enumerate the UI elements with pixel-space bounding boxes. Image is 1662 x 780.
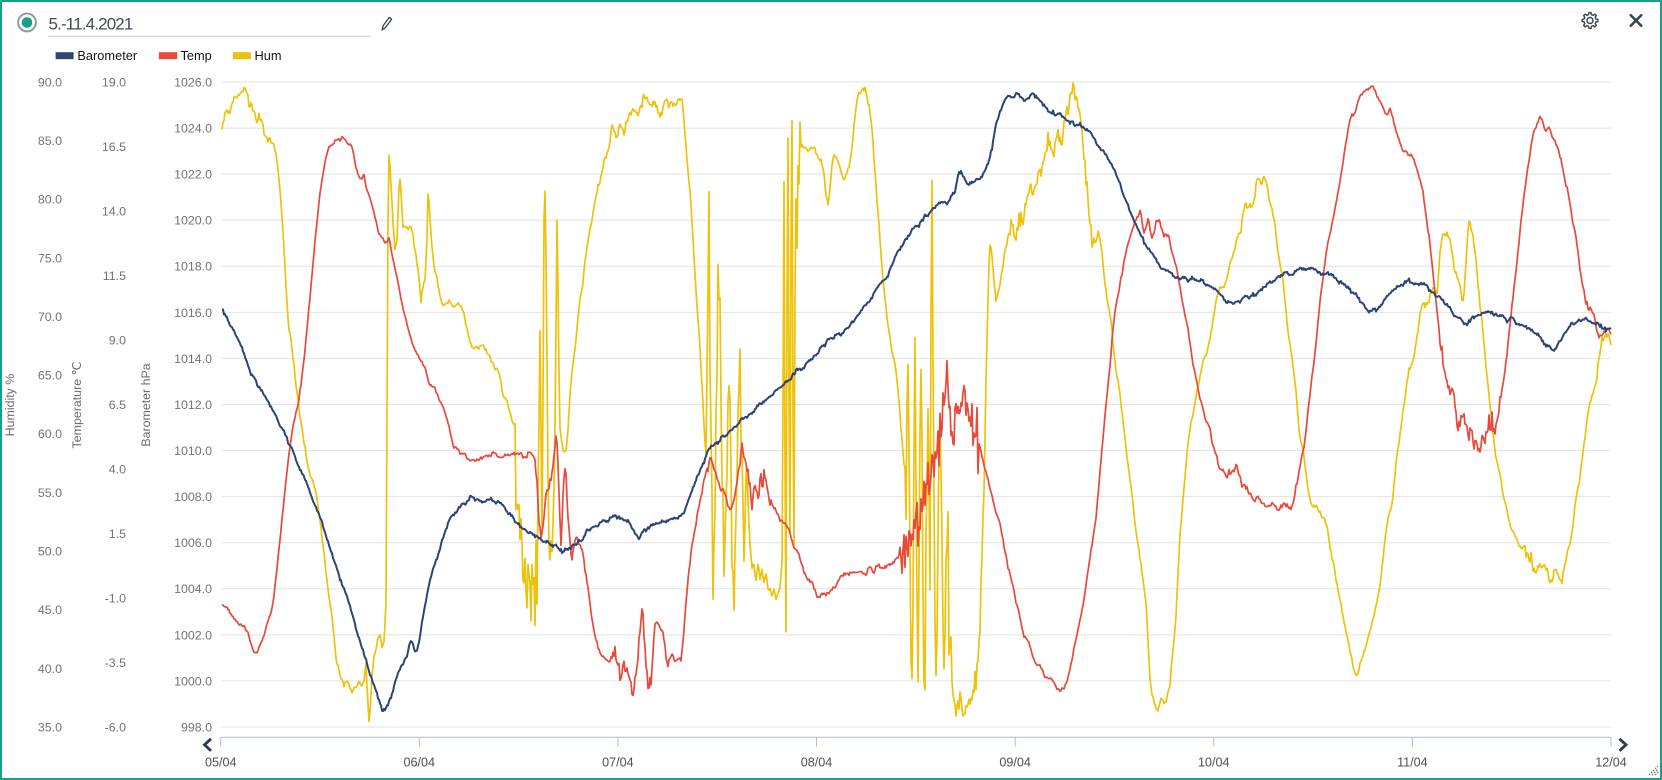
svg-text:998.0: 998.0: [181, 720, 212, 734]
svg-text:11.5: 11.5: [103, 269, 126, 283]
svg-text:45.0: 45.0: [38, 603, 62, 617]
svg-text:9.0: 9.0: [109, 333, 126, 347]
svg-text:1.5: 1.5: [109, 527, 126, 541]
svg-text:07/04: 07/04: [602, 756, 634, 770]
svg-text:1022.0: 1022.0: [174, 168, 212, 182]
svg-text:65.0: 65.0: [38, 369, 62, 383]
svg-text:75.0: 75.0: [38, 251, 62, 265]
svg-text:1012.0: 1012.0: [174, 398, 212, 412]
svg-text:16.5: 16.5: [102, 140, 126, 154]
svg-text:Barometer: Barometer: [77, 48, 137, 63]
svg-text:Barometer hPa: Barometer hPa: [139, 363, 153, 446]
svg-text:-6.0: -6.0: [105, 720, 126, 734]
svg-text:-3.5: -3.5: [105, 656, 126, 670]
svg-text:14.0: 14.0: [102, 204, 126, 218]
svg-text:1026.0: 1026.0: [174, 75, 212, 89]
svg-text:05/04: 05/04: [205, 756, 237, 770]
svg-text:6.5: 6.5: [109, 398, 126, 412]
svg-text:1000.0: 1000.0: [174, 674, 212, 688]
svg-text:60.0: 60.0: [38, 427, 62, 441]
svg-text:19.0: 19.0: [102, 75, 126, 89]
svg-text:35.0: 35.0: [38, 720, 62, 734]
svg-text:09/04: 09/04: [999, 756, 1031, 770]
svg-text:1016.0: 1016.0: [174, 306, 212, 320]
svg-text:1020.0: 1020.0: [174, 214, 212, 228]
svg-text:1024.0: 1024.0: [174, 122, 212, 136]
svg-text:70.0: 70.0: [38, 310, 62, 324]
svg-text:1008.0: 1008.0: [174, 490, 212, 504]
svg-text:5.-11.4.2021: 5.-11.4.2021: [49, 15, 133, 34]
svg-text:1006.0: 1006.0: [174, 536, 212, 550]
svg-text:1010.0: 1010.0: [174, 444, 212, 458]
svg-text:80.0: 80.0: [38, 193, 62, 207]
svg-text:1004.0: 1004.0: [174, 582, 212, 596]
svg-text:12/04: 12/04: [1595, 756, 1627, 770]
svg-text:55.0: 55.0: [38, 486, 62, 500]
svg-text:Humidity %: Humidity %: [3, 374, 17, 437]
svg-text:-1.0: -1.0: [105, 591, 126, 605]
svg-text:85.0: 85.0: [38, 134, 62, 148]
svg-text:Hum: Hum: [255, 48, 282, 63]
svg-text:1014.0: 1014.0: [174, 352, 212, 366]
svg-text:11/04: 11/04: [1397, 756, 1428, 770]
svg-text:1002.0: 1002.0: [174, 628, 212, 642]
svg-text:40.0: 40.0: [38, 662, 62, 676]
svg-text:50.0: 50.0: [38, 545, 62, 559]
svg-text:08/04: 08/04: [801, 756, 833, 770]
svg-text:1018.0: 1018.0: [174, 260, 212, 274]
svg-text:Temp: Temp: [181, 48, 212, 63]
svg-text:4.0: 4.0: [109, 462, 126, 476]
svg-text:Temperature ℃: Temperature ℃: [70, 362, 84, 449]
svg-text:06/04: 06/04: [404, 756, 436, 770]
svg-text:10/04: 10/04: [1198, 756, 1230, 770]
svg-text:90.0: 90.0: [38, 75, 62, 89]
